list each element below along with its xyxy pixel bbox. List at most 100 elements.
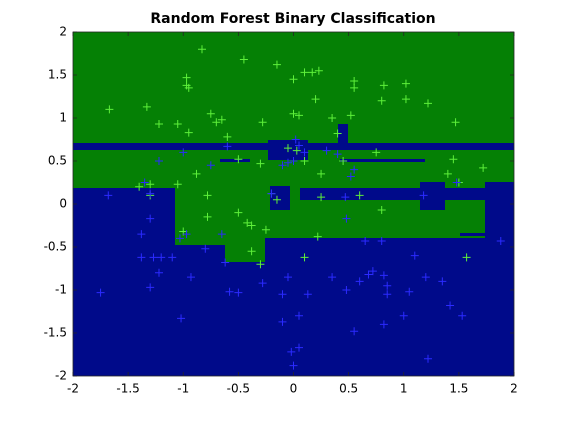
point	[368, 267, 377, 276]
y-tick-label: 2	[59, 25, 67, 39]
point	[317, 193, 326, 202]
point	[175, 234, 184, 243]
point	[225, 287, 234, 296]
point	[234, 288, 243, 297]
point	[272, 60, 281, 69]
point	[399, 311, 408, 320]
point	[221, 258, 230, 267]
point	[314, 66, 323, 75]
point	[300, 253, 309, 262]
point	[146, 283, 155, 292]
point	[379, 320, 388, 329]
point	[313, 232, 322, 241]
point	[452, 178, 461, 187]
point	[173, 120, 182, 129]
x-tick-label: 1	[400, 382, 408, 396]
point	[333, 150, 342, 159]
decision-regions	[73, 32, 514, 376]
point	[256, 159, 265, 168]
point	[135, 182, 144, 191]
point	[322, 146, 331, 155]
point	[350, 83, 359, 92]
point	[186, 273, 195, 282]
point	[379, 81, 388, 90]
x-tick-label: 0	[290, 382, 298, 396]
point	[346, 172, 355, 181]
y-tick-label: 0.5	[48, 154, 67, 168]
point	[443, 169, 452, 178]
y-tick-label: 1	[59, 111, 67, 125]
y-tick-label: -2	[55, 369, 67, 383]
point	[295, 311, 304, 320]
point	[154, 120, 163, 129]
y-tick-label: 1.5	[48, 68, 67, 82]
region-blue	[460, 233, 485, 236]
point	[154, 157, 163, 165]
point	[405, 287, 414, 296]
point	[295, 141, 304, 150]
point	[137, 253, 146, 262]
point	[206, 109, 215, 118]
point	[350, 165, 359, 174]
point	[377, 96, 386, 105]
point	[177, 314, 186, 323]
point	[168, 253, 177, 262]
point	[446, 301, 455, 310]
x-tick-label: -2	[67, 382, 79, 396]
point	[419, 191, 428, 200]
point	[140, 178, 149, 187]
y-tick-label: -1.5	[44, 326, 67, 340]
x-tick-label: 0.5	[339, 382, 358, 396]
point	[258, 279, 267, 288]
point	[105, 105, 114, 114]
point	[300, 157, 309, 165]
point	[203, 191, 212, 200]
point	[342, 214, 351, 223]
point	[217, 115, 226, 124]
point	[96, 288, 105, 297]
point	[173, 180, 182, 189]
point	[283, 158, 292, 167]
point	[496, 236, 505, 245]
point	[342, 286, 351, 294]
point	[278, 317, 287, 326]
point	[239, 55, 248, 64]
point	[308, 68, 317, 77]
point	[292, 146, 301, 155]
point	[184, 83, 193, 92]
region-blue	[340, 159, 425, 162]
point	[258, 118, 267, 127]
point	[424, 354, 433, 363]
point	[234, 208, 243, 217]
point	[289, 75, 298, 84]
point	[142, 102, 151, 111]
point	[149, 253, 158, 262]
point	[197, 45, 206, 54]
x-tick-label: 2	[510, 382, 518, 396]
point	[104, 191, 113, 200]
point	[201, 244, 210, 253]
point	[146, 214, 155, 223]
point	[289, 109, 298, 118]
point	[355, 277, 364, 286]
point	[355, 191, 364, 200]
point	[243, 218, 252, 227]
point	[379, 271, 388, 280]
point	[182, 73, 191, 82]
point	[272, 195, 281, 204]
y-tick-label: 0	[59, 197, 67, 211]
point	[247, 247, 256, 256]
point	[179, 148, 188, 157]
point	[223, 142, 232, 151]
point	[287, 347, 296, 356]
point	[479, 163, 488, 172]
point	[328, 114, 337, 122]
point	[182, 230, 191, 239]
point	[146, 189, 155, 198]
point	[212, 118, 221, 127]
point	[424, 99, 433, 108]
x-tick-label: -0.5	[227, 382, 250, 396]
point	[203, 212, 212, 221]
point	[137, 230, 146, 239]
